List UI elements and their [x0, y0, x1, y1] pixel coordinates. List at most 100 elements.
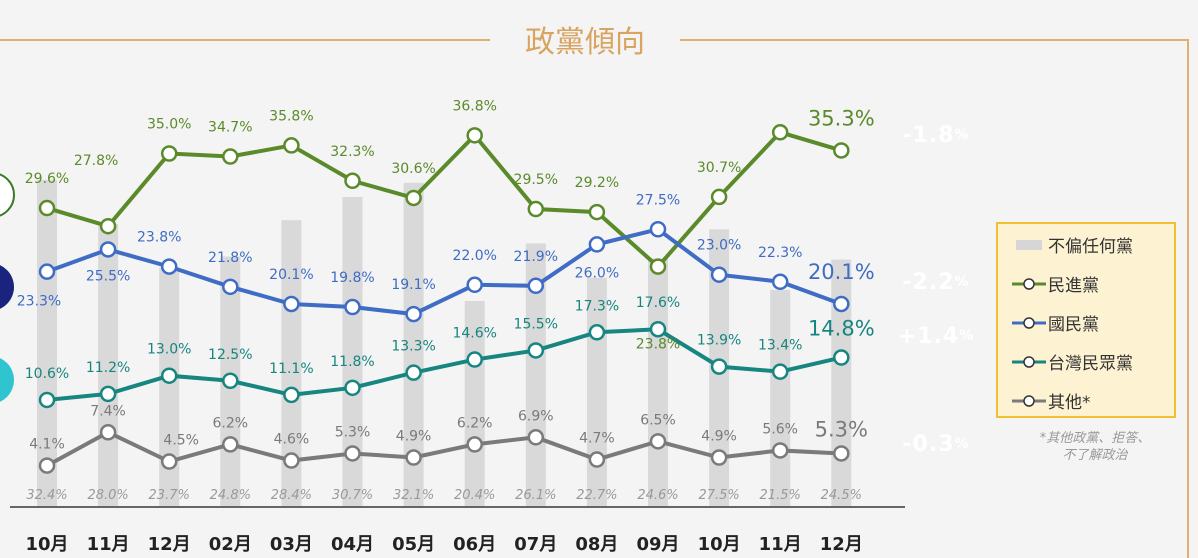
dpp-point — [222, 148, 239, 165]
neutral-bar-label: 26.1% — [515, 488, 556, 503]
x-tick-label: 12月 — [820, 534, 863, 555]
x-tick-label: 09月 — [636, 534, 679, 555]
other-data-label: 4.9% — [396, 429, 432, 445]
legend-item-kmt: 國民黨 — [1012, 310, 1099, 335]
kmt-point — [771, 273, 789, 291]
kmt-data-label: 23.0% — [697, 238, 741, 254]
kmt-point — [283, 295, 300, 313]
line-marker-icon — [1012, 355, 1046, 368]
kmt-line — [46, 227, 842, 317]
dpp-data-label: 32.3% — [330, 144, 374, 160]
tpp-data-label: 14.8% — [808, 317, 875, 341]
tpp-data-label: 11.1% — [269, 361, 313, 377]
other-point — [710, 449, 728, 466]
footnote-line: *其他政黨、拒答、 — [1039, 431, 1151, 446]
tpp-point — [527, 342, 545, 359]
other-data-label: 5.6% — [762, 421, 798, 437]
percent-sign: % — [959, 328, 975, 344]
footnote-line: 不了解政治 — [1062, 448, 1128, 463]
other-point — [833, 445, 850, 462]
tpp-data-label: 10.6% — [25, 366, 69, 382]
tpp-point — [283, 386, 300, 404]
neutral-bar-label: 27.5% — [698, 488, 739, 503]
x-tick-label: 08月 — [575, 534, 618, 555]
x-tick-label: 12月 — [148, 534, 191, 555]
kmt-point — [405, 305, 422, 323]
tpp-point — [833, 349, 850, 366]
tpp-data-label: 14.6% — [452, 326, 496, 342]
dpp-data-label: 35.3% — [808, 106, 875, 130]
kmt-point — [38, 263, 56, 280]
tpp-point — [588, 324, 606, 341]
neutral-bar-label: 28.4% — [271, 488, 312, 503]
neutral-bar — [37, 179, 57, 507]
percent-sign: % — [954, 436, 970, 452]
other-data-label: 4.6% — [274, 432, 310, 448]
other-change-badge: -0.3% — [888, 426, 984, 462]
kmt-logo-icon — [0, 265, 14, 309]
kmt-data-label: 22.3% — [758, 245, 802, 261]
kmt-point — [527, 277, 545, 295]
dpp-data-label: 35.0% — [147, 117, 191, 133]
tpp-point — [771, 363, 789, 380]
neutral-bar — [464, 300, 485, 507]
dpp-point — [405, 189, 422, 207]
kmt-data-label: 22.0% — [452, 248, 496, 264]
tpp-point — [160, 367, 178, 384]
dpp-point — [710, 188, 728, 206]
kmt-point — [649, 221, 667, 238]
x-tick-label: 02月 — [209, 534, 252, 555]
other-data-label: 5.3% — [335, 424, 371, 440]
x-tick-label: 05月 — [392, 534, 435, 555]
kmt-change-value: -2.2 — [902, 269, 955, 295]
other-data-label: 4.5% — [163, 433, 199, 449]
tpp-line — [46, 327, 842, 402]
other-change-value: -0.3 — [902, 431, 955, 457]
tpp-data-label: 12.5% — [208, 347, 252, 363]
other-data-label: 5.3% — [815, 417, 868, 441]
other-point — [649, 433, 667, 450]
other-data-label: 4.7% — [579, 431, 615, 447]
other-point — [466, 436, 483, 453]
kmt-point — [222, 278, 239, 296]
kmt-point — [588, 236, 606, 253]
other-data-label: 6.5% — [640, 412, 676, 428]
dpp-line — [46, 130, 842, 270]
dpp-logo-icon — [0, 173, 15, 217]
tpp-point — [222, 372, 239, 389]
x-tick-label: 10月 — [25, 534, 68, 555]
other-point — [99, 424, 117, 441]
kmt-data-label: 25.5% — [86, 268, 130, 284]
percent-sign: % — [954, 274, 970, 290]
kmt-point — [160, 258, 178, 275]
legend: 不偏任何黨 民進黨 國民黨 台灣民眾黨 其他* — [996, 222, 1176, 418]
neutral-bar — [770, 289, 791, 507]
dpp-data-label: 29.5% — [514, 172, 558, 188]
dpp-data-label: 29.2% — [575, 175, 619, 191]
dpp-data-label: 30.6% — [391, 161, 435, 177]
other-point — [38, 457, 56, 474]
kmt-data-label: 26.0% — [575, 265, 619, 281]
neutral-bar-label: 20.4% — [454, 488, 495, 503]
kmt-change-badge: -2.2% — [888, 264, 984, 300]
neutral-bar-label: 24.5% — [821, 488, 862, 503]
x-tick-label: 03月 — [270, 534, 313, 555]
dpp-point — [771, 124, 789, 141]
legend-label: 民進黨 — [1048, 276, 1099, 296]
other-data-label: 4.1% — [29, 437, 65, 453]
other-data-label: 4.9% — [701, 429, 737, 445]
x-tick-label: 07月 — [514, 534, 557, 555]
legend-label: 不偏任何黨 — [1048, 237, 1133, 257]
tpp-point — [99, 385, 117, 403]
tpp-data-label: 15.5% — [514, 316, 558, 332]
tpp-change-value: +1.4 — [897, 323, 960, 349]
line-marker-icon — [1012, 394, 1046, 407]
legend-item-neutral: 不偏任何黨 — [1012, 232, 1133, 257]
kmt-data-label: 20.1% — [269, 267, 313, 283]
neutral-bar — [281, 220, 302, 507]
other-line — [46, 430, 842, 468]
tpp-point — [344, 379, 361, 397]
tpp-point — [710, 358, 728, 375]
neutral-bar-label: 28.0% — [87, 488, 128, 503]
